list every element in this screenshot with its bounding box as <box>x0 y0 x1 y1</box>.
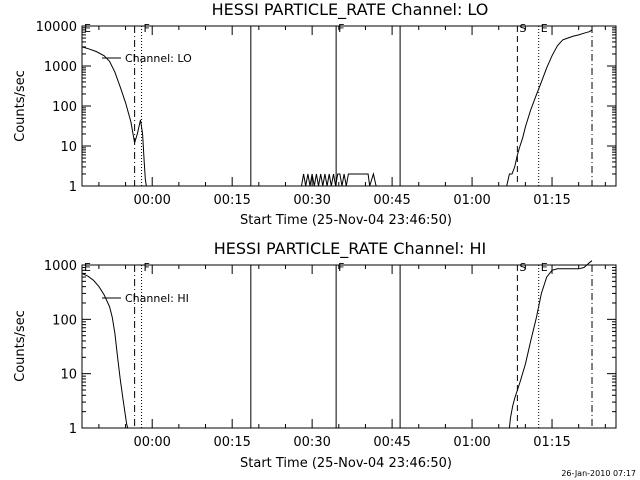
series-lines <box>81 260 593 429</box>
x-tick-label: 00:00 <box>133 193 170 208</box>
event-marker-label: F <box>338 22 344 35</box>
axis-ticks: 1 10 100 1000 10000 00:00 00:15 00:30 00:45 01:00… <box>36 20 616 208</box>
x-axis-label: Start Time (25-Nov-04 23:46:50) <box>240 456 452 471</box>
y-tick-label: 10000 <box>36 20 77 35</box>
y-tick-label: 1000 <box>44 60 77 75</box>
x-axis-label: Start Time (25-Nov-04 23:46:50) <box>240 213 452 228</box>
event-marker-label: E <box>84 261 91 274</box>
event-marker-label: F <box>338 261 344 274</box>
x-tick-label: 00:45 <box>373 435 410 450</box>
y-tick-label: 1 <box>69 422 77 437</box>
y-tick-label: 100 <box>52 313 77 328</box>
y-axis-label: Counts/sec <box>13 310 28 382</box>
event-marker-label: E <box>84 22 91 35</box>
y-axis-label: Counts/sec <box>13 70 28 142</box>
x-tick-label: 00:30 <box>293 435 330 450</box>
panel-lo: HESSI PARTICLE_RATE Channel: LO Counts/s… <box>13 0 617 228</box>
plot-area <box>81 25 617 187</box>
y-tick-label: 1000 <box>44 259 77 274</box>
event-marker-label: S <box>519 22 526 35</box>
x-tick-label: 00:15 <box>213 435 250 450</box>
x-tick-label: 01:00 <box>453 435 490 450</box>
y-tick-label: 10 <box>60 140 77 155</box>
plot-area <box>81 264 617 429</box>
footer-timestamp: 26-Jan-2010 07:17 <box>561 469 636 478</box>
series-lines <box>81 29 593 187</box>
event-marker-label: F <box>144 261 150 274</box>
event-marker-label: E <box>541 22 548 35</box>
panel-hi: HESSI PARTICLE_RATE Channel: HI Counts/s… <box>13 239 617 471</box>
event-marker-label: E <box>541 261 548 274</box>
x-tick-label: 01:15 <box>533 435 570 450</box>
x-tick-label: 01:00 <box>453 193 490 208</box>
event-marker-label: F <box>144 22 150 35</box>
legend-label: Channel: LO <box>125 52 192 65</box>
chart-title: HESSI PARTICLE_RATE Channel: LO <box>212 0 489 20</box>
series-line <box>508 260 593 429</box>
y-tick-label: 10 <box>60 368 77 383</box>
x-tick-label: 01:15 <box>533 193 570 208</box>
series-line <box>81 272 129 429</box>
event-marker-label: S <box>519 261 526 274</box>
series-line <box>81 46 147 187</box>
chart-title: HESSI PARTICLE_RATE Channel: HI <box>214 239 487 259</box>
x-tick-label: 00:30 <box>293 193 330 208</box>
series-line <box>506 29 593 187</box>
y-tick-label: 100 <box>52 100 77 115</box>
series-line <box>301 172 377 187</box>
x-tick-label: 00:00 <box>133 435 170 450</box>
axis-ticks: 1 10 100 1000 00:00 00:15 00:30 00:45 01:00 01:15 <box>44 259 616 450</box>
legend-label: Channel: HI <box>125 292 189 305</box>
y-tick-label: 1 <box>69 180 77 195</box>
x-tick-label: 00:45 <box>373 193 410 208</box>
x-tick-label: 00:15 <box>213 193 250 208</box>
